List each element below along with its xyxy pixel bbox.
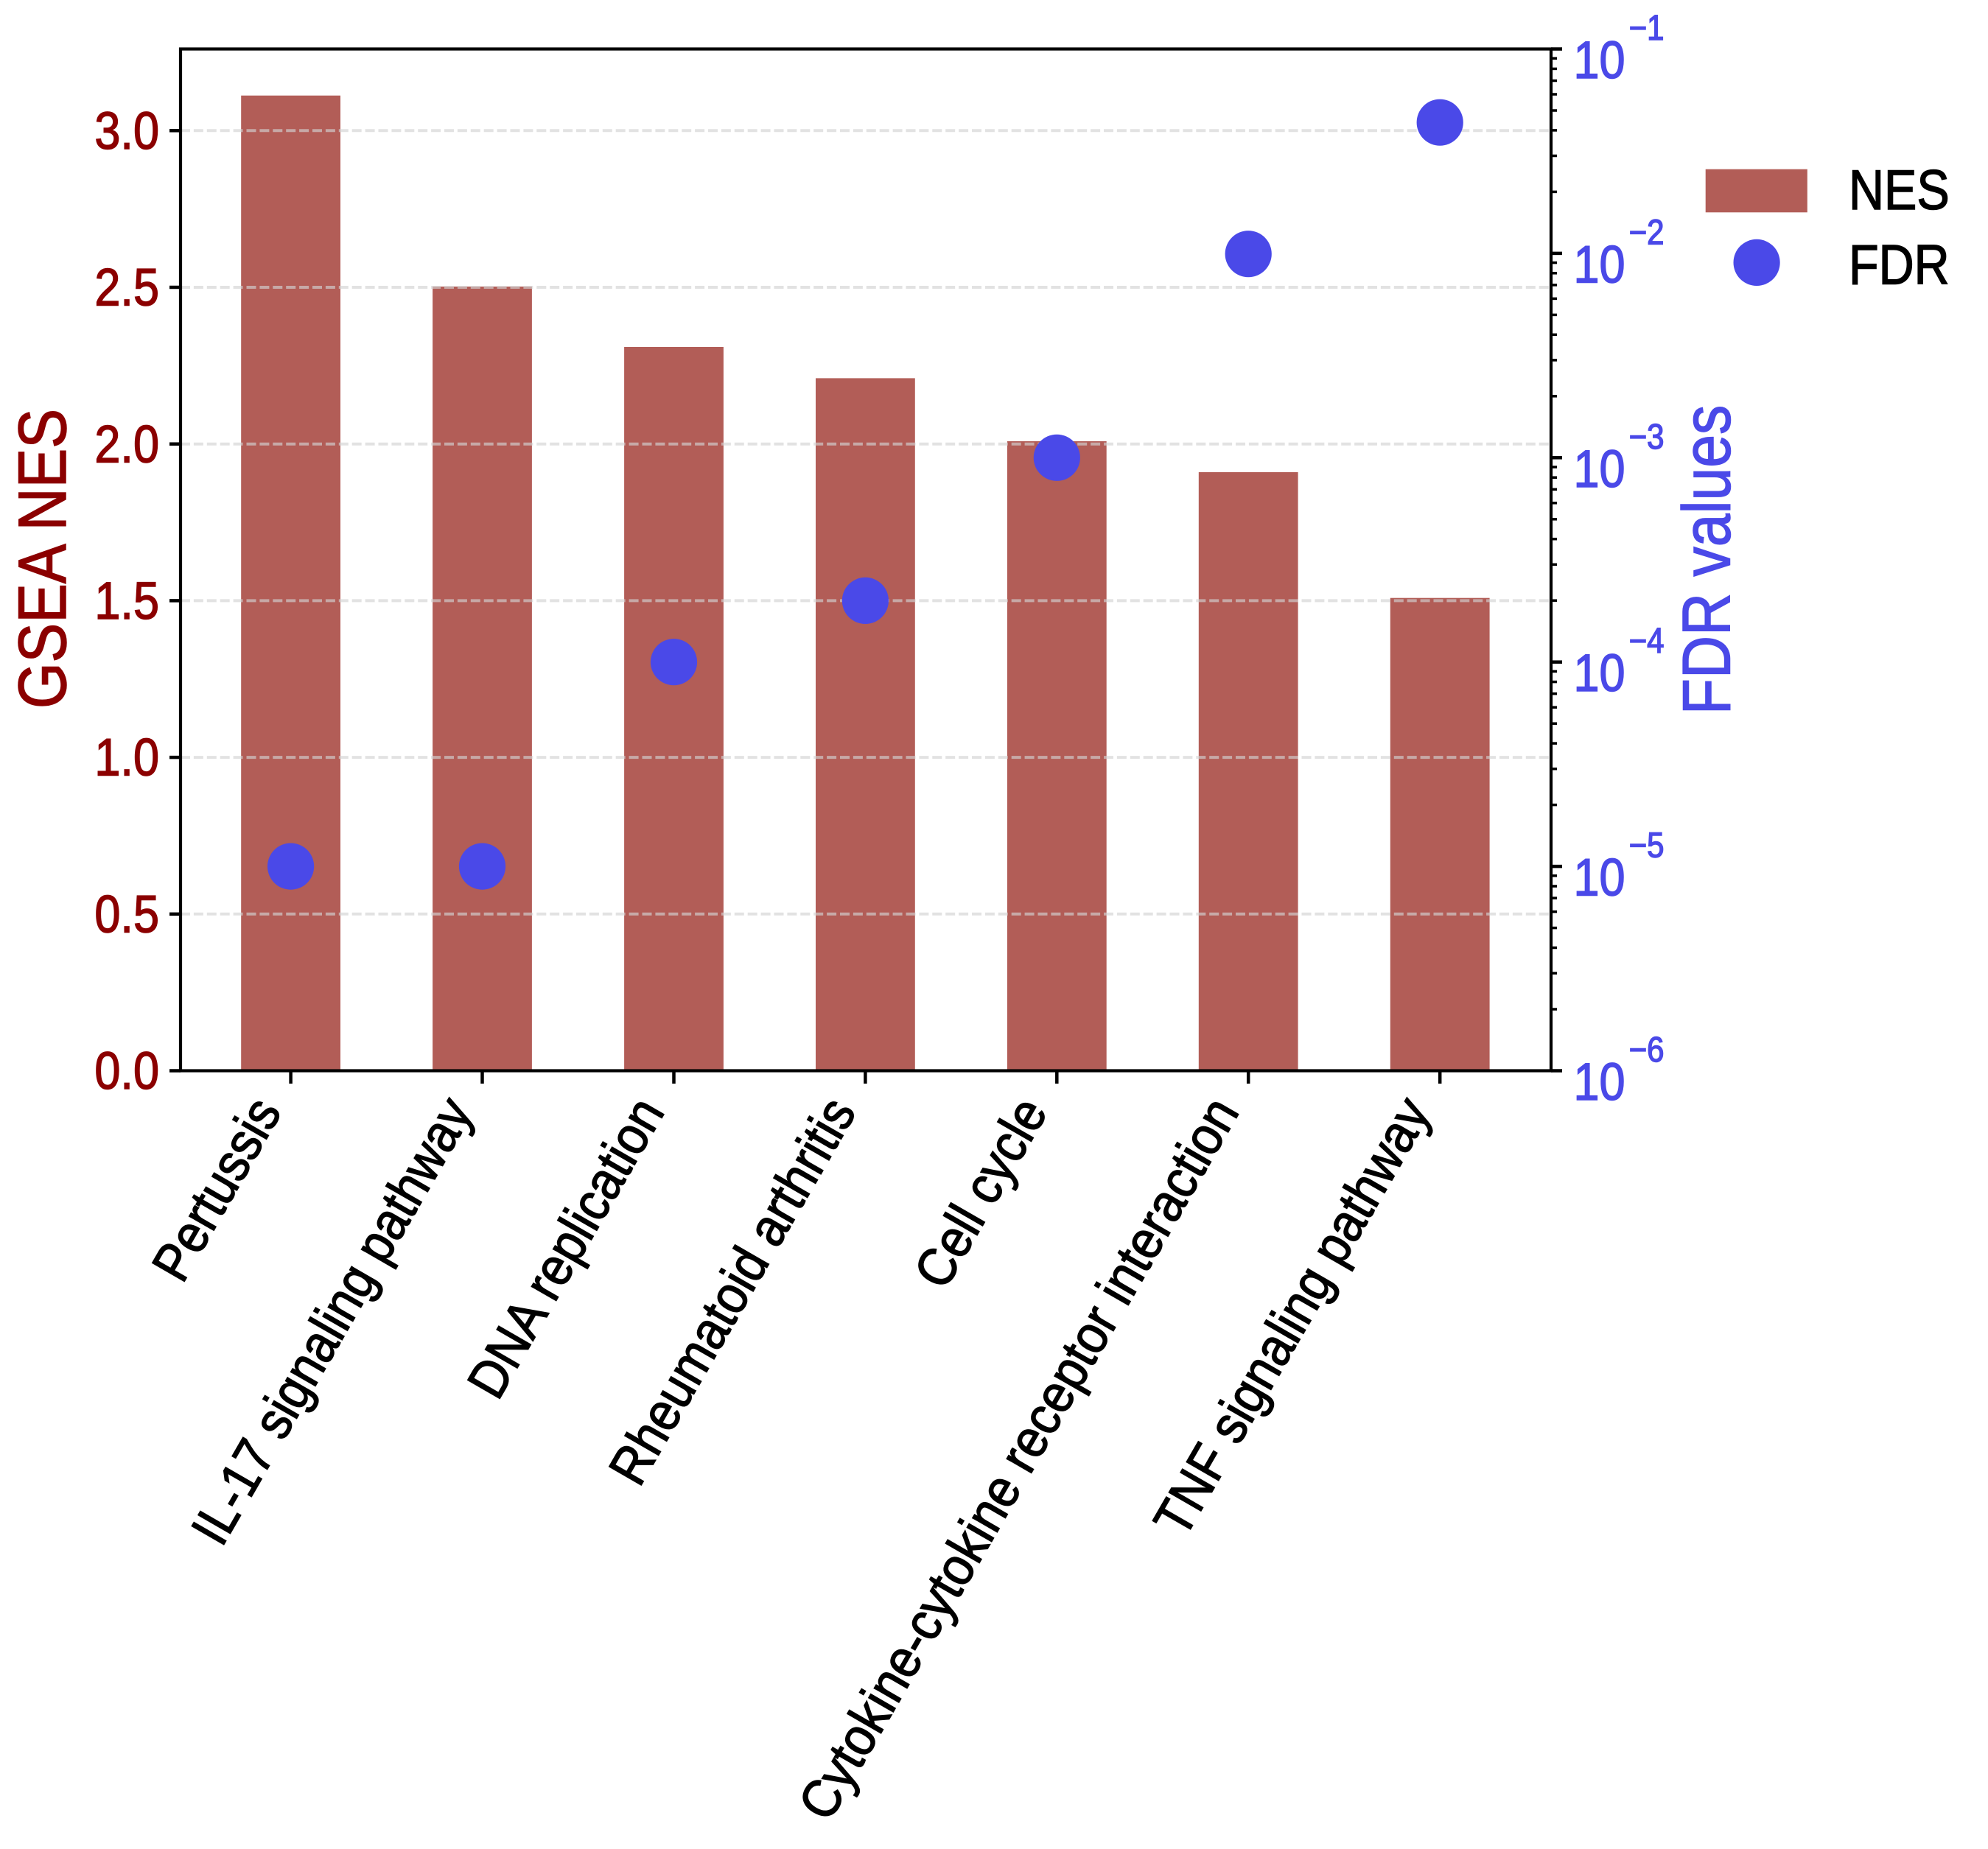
svg-text:−6: −6 <box>1629 1031 1665 1070</box>
svg-text:−2: −2 <box>1629 213 1665 252</box>
svg-text:FDR values: FDR values <box>1670 405 1745 715</box>
svg-text:10: 10 <box>1574 1053 1625 1112</box>
svg-text:−4: −4 <box>1629 622 1665 661</box>
svg-text:1.5: 1.5 <box>94 572 159 631</box>
svg-text:0.0: 0.0 <box>94 1042 159 1101</box>
svg-text:GSEA NES: GSEA NES <box>5 409 80 709</box>
svg-text:2.0: 2.0 <box>94 415 159 474</box>
svg-text:10: 10 <box>1574 440 1625 499</box>
svg-text:−3: −3 <box>1629 418 1665 457</box>
svg-text:−1: −1 <box>1629 9 1665 48</box>
svg-text:10: 10 <box>1574 31 1625 90</box>
svg-text:10: 10 <box>1574 644 1625 703</box>
svg-text:2.5: 2.5 <box>94 259 159 317</box>
svg-text:10: 10 <box>1574 849 1625 908</box>
svg-text:FDR: FDR <box>1849 234 1950 297</box>
svg-text:0.5: 0.5 <box>94 885 159 944</box>
svg-text:1.0: 1.0 <box>94 729 159 787</box>
svg-text:−5: −5 <box>1629 827 1665 866</box>
svg-text:NES: NES <box>1849 159 1950 222</box>
svg-text:10: 10 <box>1574 235 1625 294</box>
svg-text:3.0: 3.0 <box>94 102 159 161</box>
